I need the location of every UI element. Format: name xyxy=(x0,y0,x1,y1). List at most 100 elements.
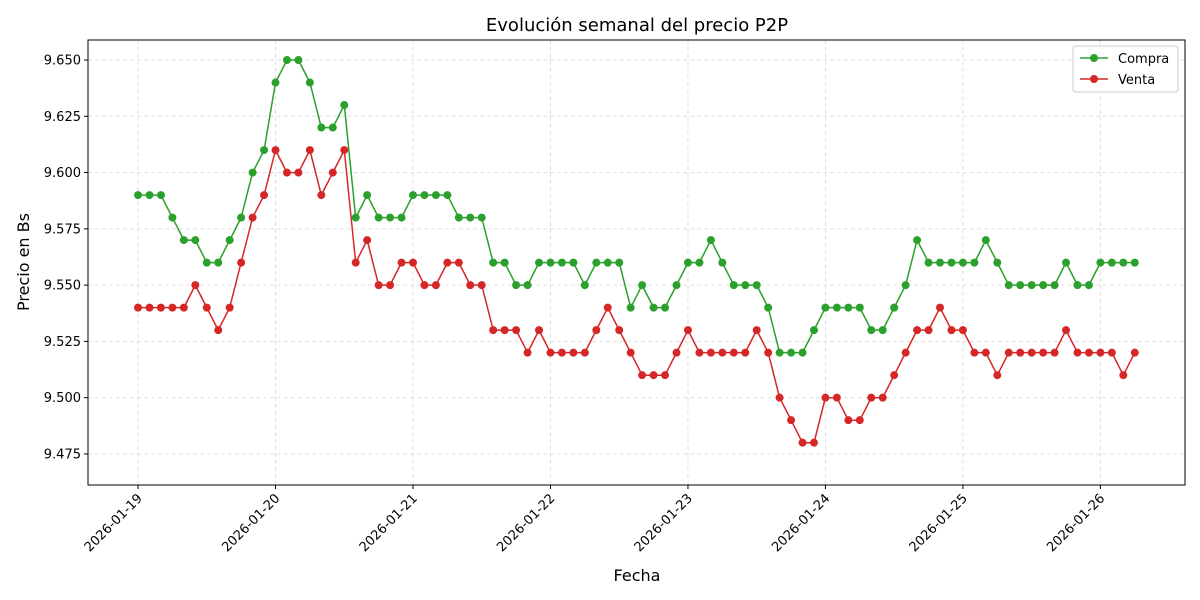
x-tick-label: 2026-01-23 xyxy=(632,491,696,555)
compra-point xyxy=(1107,258,1116,267)
venta-point xyxy=(408,258,417,267)
venta-point xyxy=(580,348,589,357)
compra-point xyxy=(981,236,990,245)
compra-point xyxy=(1062,258,1071,267)
compra-point xyxy=(214,258,223,267)
venta-point xyxy=(821,393,830,402)
venta-point xyxy=(775,393,784,402)
compra-point xyxy=(878,326,887,335)
compra-point xyxy=(1004,281,1013,290)
compra-point xyxy=(408,191,417,200)
venta-point xyxy=(638,371,647,380)
venta-point xyxy=(649,371,658,380)
compra-point xyxy=(202,258,211,267)
x-tick-label: 2026-01-24 xyxy=(769,491,833,555)
venta-point xyxy=(867,393,876,402)
venta-point xyxy=(420,281,429,290)
venta-point xyxy=(1050,348,1059,357)
legend-venta-marker xyxy=(1090,75,1098,83)
compra-point xyxy=(672,281,681,290)
venta-point xyxy=(901,348,910,357)
compra-point xyxy=(489,258,498,267)
compra-point xyxy=(477,213,486,222)
legend-compra-marker xyxy=(1090,54,1098,62)
venta-point xyxy=(672,348,681,357)
venta-point xyxy=(271,146,280,155)
venta-point xyxy=(237,258,246,267)
x-tick-label: 2026-01-21 xyxy=(357,491,421,555)
venta-point xyxy=(993,371,1002,380)
compra-point xyxy=(374,213,383,222)
venta-point xyxy=(156,303,165,312)
venta-point xyxy=(661,371,670,380)
y-tick-label: 9.475 xyxy=(44,447,81,462)
venta-point xyxy=(260,191,269,200)
series-compra xyxy=(134,56,1139,357)
legend: Compra Venta xyxy=(1072,45,1179,93)
venta-point xyxy=(1084,348,1093,357)
compra-point xyxy=(832,303,841,312)
venta-point xyxy=(1027,348,1036,357)
compra-point xyxy=(809,326,818,335)
y-tick-label: 9.525 xyxy=(44,335,81,350)
venta-point xyxy=(1119,371,1128,380)
compra-point xyxy=(936,258,945,267)
venta-point xyxy=(214,326,223,335)
venta-line xyxy=(138,149,1136,444)
venta-point xyxy=(603,303,612,312)
venta-point xyxy=(729,348,738,357)
venta-point xyxy=(981,348,990,357)
compra-point xyxy=(729,281,738,290)
compra-point xyxy=(145,191,154,200)
compra-point xyxy=(706,236,715,245)
compra-point xyxy=(569,258,578,267)
compra-point xyxy=(535,258,544,267)
compra-point xyxy=(225,236,234,245)
compra-line xyxy=(138,59,1135,354)
venta-point xyxy=(317,191,326,200)
y-axis: 9.475 9.500 9.525 9.550 9.575 9.600 9.625 9.650 xyxy=(44,54,88,462)
venta-point xyxy=(397,258,406,267)
venta-point xyxy=(878,393,887,402)
series-venta xyxy=(134,146,1139,447)
compra-point xyxy=(191,236,200,245)
compra-point xyxy=(947,258,956,267)
x-axis: 2026-01-19 2026-01-20 2026-01-21 2026-01-22… xyxy=(82,485,1108,555)
compra-point xyxy=(1027,281,1036,290)
compra-point xyxy=(1039,281,1048,290)
venta-point xyxy=(958,326,967,335)
compra-point xyxy=(1096,258,1105,267)
compra-point xyxy=(764,303,773,312)
compra-point xyxy=(546,258,555,267)
venta-point xyxy=(443,258,452,267)
venta-point xyxy=(168,303,177,312)
compra-point xyxy=(282,56,291,65)
x-tick-label: 2026-01-26 xyxy=(1044,491,1108,555)
venta-point xyxy=(557,348,566,357)
compra-point xyxy=(1119,258,1128,267)
compra-point xyxy=(466,213,475,222)
compra-point xyxy=(168,213,177,222)
venta-point xyxy=(248,213,257,222)
compra-point xyxy=(305,78,314,87)
venta-point xyxy=(134,303,143,312)
compra-point xyxy=(156,191,165,200)
venta-point xyxy=(1107,348,1116,357)
venta-point xyxy=(351,258,360,267)
venta-point xyxy=(683,326,692,335)
compra-point xyxy=(775,348,784,357)
venta-point xyxy=(431,281,440,290)
compra-point xyxy=(913,236,922,245)
venta-point xyxy=(832,393,841,402)
venta-point xyxy=(1062,326,1071,335)
venta-point xyxy=(145,303,154,312)
venta-point xyxy=(718,348,727,357)
venta-point xyxy=(592,326,601,335)
compra-point xyxy=(294,56,303,65)
venta-point xyxy=(764,348,773,357)
x-tick-label: 2026-01-25 xyxy=(907,491,971,555)
compra-point xyxy=(844,303,853,312)
venta-point xyxy=(1096,348,1105,357)
venta-point xyxy=(798,438,807,447)
